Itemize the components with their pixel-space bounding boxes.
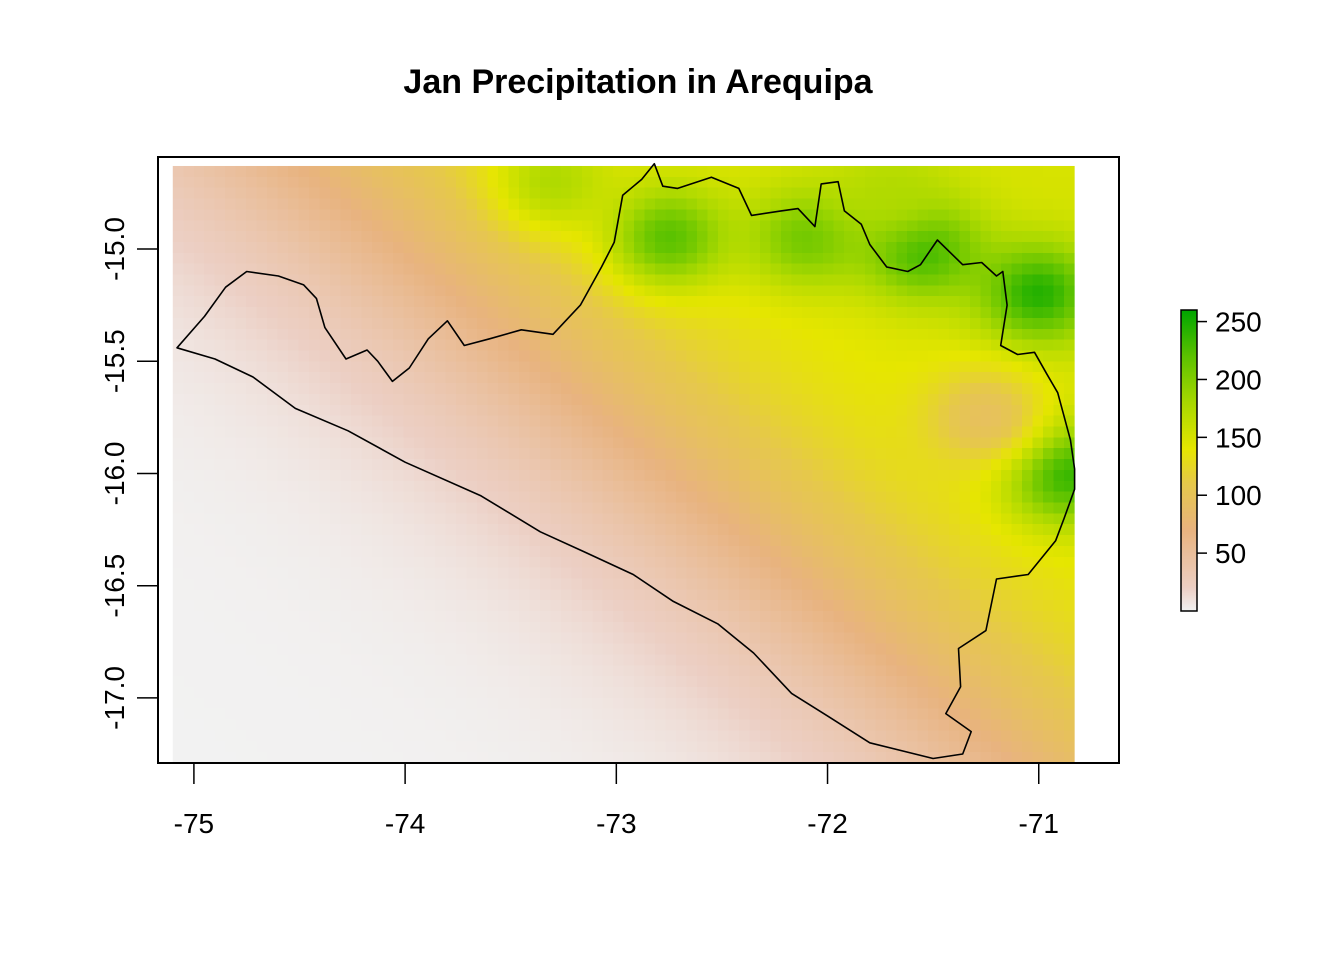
colorbar-tick-label: 100 xyxy=(1215,480,1262,511)
y-tick-label: -15.5 xyxy=(99,329,130,393)
colorbar-legend: 50 100 150 200 250 xyxy=(1180,307,1262,612)
x-tick-label: -71 xyxy=(1019,808,1059,839)
y-tick-label: -17.0 xyxy=(99,666,130,730)
precipitation-raster-image xyxy=(172,165,1075,763)
colorbar-frame xyxy=(1180,309,1198,612)
y-axis: -15.0 -15.5 -16.0 -16.5 -17.0 xyxy=(99,217,159,730)
colorbar-tick-label: 200 xyxy=(1215,364,1262,395)
colorbar-tick-label: 250 xyxy=(1215,307,1262,338)
x-tick-label: -74 xyxy=(385,808,425,839)
arequipa-boundary xyxy=(176,162,1076,760)
y-tick-label: -16.5 xyxy=(99,554,130,618)
map-title: Jan Precipitation in Arequipa xyxy=(403,63,873,101)
colorbar-gradient xyxy=(1181,310,1197,611)
x-tick-label: -75 xyxy=(174,808,214,839)
x-axis: -75 -74 -73 -72 -71 xyxy=(174,762,1059,839)
colorbar-tick-label: 150 xyxy=(1215,422,1262,453)
colorbar-ticks: 50 100 150 200 250 xyxy=(1197,307,1262,569)
y-tick-label: -16.0 xyxy=(99,442,130,506)
precipitation-raster xyxy=(172,165,1075,763)
x-tick-label: -72 xyxy=(807,808,847,839)
y-tick-label: -15.0 xyxy=(99,217,130,281)
x-tick-label: -73 xyxy=(596,808,636,839)
colorbar-tick-label: 50 xyxy=(1215,538,1246,569)
